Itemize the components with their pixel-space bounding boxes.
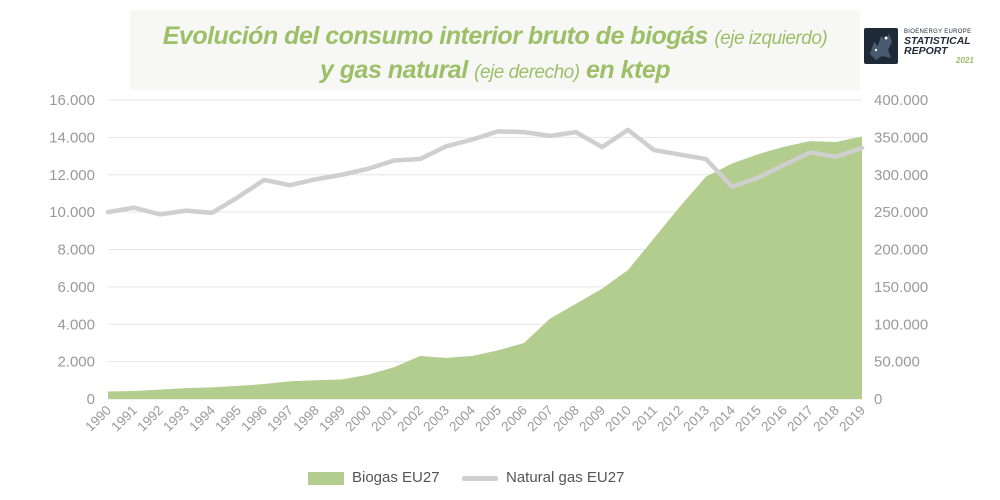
right-tick-label: 400.000: [874, 92, 928, 109]
x-tick-label: 2001: [368, 403, 400, 435]
x-tick-label: 2002: [394, 403, 426, 435]
legend-swatch-biogas: [308, 472, 344, 485]
title-line-2-main-2: en ktep: [586, 56, 671, 84]
left-tick-label: 14.000: [49, 129, 95, 146]
title-line-1-main: Evolución del consumo interior bruto de …: [162, 22, 709, 50]
left-tick-label: 10.000: [49, 204, 95, 221]
x-tick-label: 1999: [316, 403, 348, 435]
x-tick-label: 2008: [550, 403, 582, 435]
legend-label-natural-gas: Natural gas EU27: [506, 469, 625, 486]
right-tick-label: 150.000: [874, 279, 928, 296]
left-axis-ticks: 0 2.000 4.000 6.000 8.000 10.000 12.000 14.000 1…: [49, 92, 95, 408]
x-tick-label: 2016: [758, 403, 790, 435]
europe-map-icon: [864, 28, 898, 64]
left-tick-label: 2.000: [57, 354, 95, 371]
x-tick-label: 2012: [654, 403, 686, 435]
right-tick-label: 100.000: [874, 316, 928, 333]
logo-main-text: STATISTICAL REPORT: [904, 35, 971, 57]
x-tick-label: 2011: [629, 403, 660, 434]
x-tick-label: 1991: [108, 403, 140, 435]
x-tick-label: 1994: [186, 402, 218, 434]
left-tick-label: 4.000: [57, 316, 95, 333]
x-tick-label: 2007: [524, 403, 556, 435]
left-tick-label: 12.000: [49, 167, 95, 184]
right-axis-ticks: 0 50.000 100.000 150.000 200.000 250.000 300.0…: [874, 92, 928, 408]
x-tick-label: 1995: [212, 403, 244, 435]
x-tick-label: 1993: [160, 403, 192, 435]
x-tick-label: 2010: [602, 403, 634, 435]
legend-swatch-natural-gas: [462, 476, 498, 481]
right-tick-label: 250.000: [874, 204, 928, 221]
right-tick-label: 300.000: [874, 167, 928, 184]
title-line-1-sub: (eje izquierdo): [714, 28, 828, 49]
title-line-2-sub: (eje derecho): [474, 62, 580, 83]
legend: Biogas EU27 Natural gas EU27: [0, 468, 1000, 490]
x-tick-label: 2003: [420, 403, 452, 435]
chart-title: Evolución del consumo interior bruto de …: [130, 10, 860, 90]
title-line-2: y gas natural (eje derecho) en ktep: [130, 56, 860, 85]
biogas-area-layer: [108, 136, 862, 399]
left-tick-label: 8.000: [57, 242, 95, 259]
logo-small-text: BIOENERGY EUROPE: [904, 29, 972, 35]
x-tick-label: 2014: [706, 402, 738, 434]
x-tick-label: 1996: [238, 403, 270, 435]
x-tick-label: 1997: [264, 403, 296, 435]
left-tick-label: 6.000: [57, 279, 95, 296]
x-tick-label: 2019: [836, 403, 868, 435]
bioenergy-europe-logo: BIOENERGY EUROPE STATISTICAL REPORT 2021: [864, 28, 984, 70]
x-tick-label: 2013: [680, 403, 712, 435]
x-tick-label: 2006: [498, 403, 530, 435]
legend-label-biogas: Biogas EU27: [352, 469, 440, 486]
x-tick-label: 1998: [290, 403, 322, 435]
right-tick-label: 50.000: [874, 354, 920, 371]
logo-line-2: REPORT: [904, 45, 948, 57]
x-tick-label: 2004: [446, 402, 478, 434]
right-tick-label: 350.000: [874, 129, 928, 146]
x-tick-label: 1992: [134, 403, 166, 435]
right-tick-label: 200.000: [874, 242, 928, 259]
x-tick-label: 2009: [576, 403, 608, 435]
left-tick-label: 0: [87, 391, 95, 408]
x-tick-label: 2015: [732, 403, 764, 435]
logo-line-1: STATISTICAL: [904, 35, 971, 47]
title-line-2-main-1: y gas natural: [319, 56, 468, 84]
x-tick-label: 2018: [810, 403, 842, 435]
left-tick-label: 16.000: [49, 92, 95, 109]
x-axis-ticks: 1990199119921993199419951996199719981999…: [82, 402, 868, 434]
title-line-1: Evolución del consumo interior bruto de …: [130, 22, 860, 51]
logo-year: 2021: [956, 56, 974, 65]
natural-gas-line-layer: [105, 127, 865, 217]
right-tick-label: 0: [874, 391, 882, 408]
x-tick-label: 2017: [784, 403, 816, 435]
x-tick-label: 2005: [472, 403, 504, 435]
biogas-area: [108, 136, 862, 399]
x-tick-label: 2000: [342, 403, 374, 435]
natural-gas-line: [105, 127, 865, 217]
